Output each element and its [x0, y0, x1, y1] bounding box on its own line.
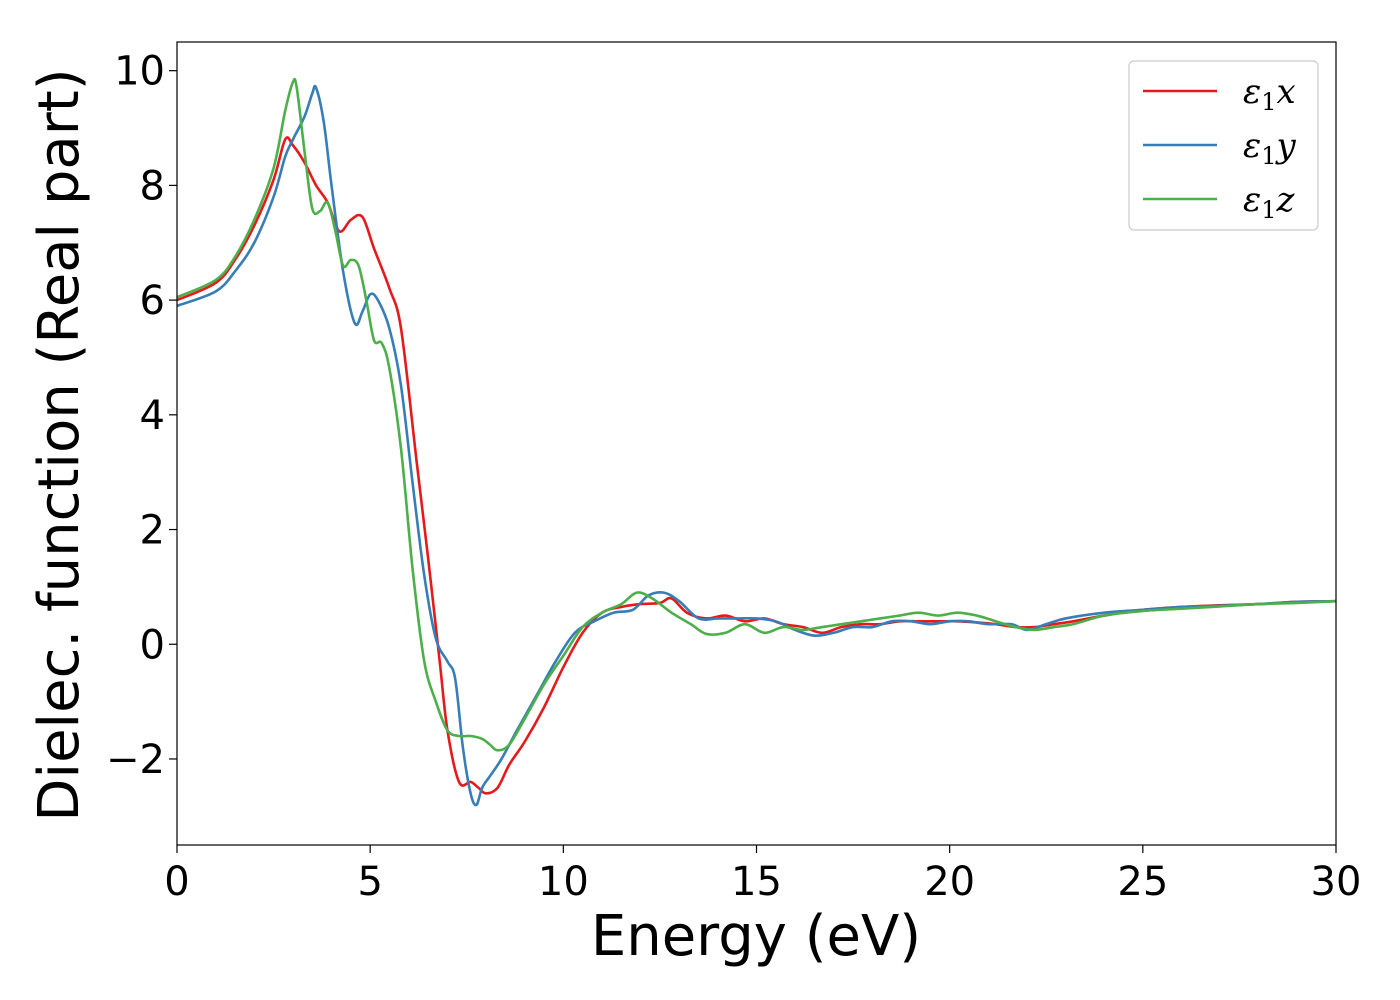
x-tick-label: 20 — [924, 859, 975, 905]
x-axis-label: Energy (eV) — [591, 904, 921, 969]
x-tick-label: 0 — [164, 859, 189, 905]
series-line-x — [177, 136, 1336, 795]
series-layer — [177, 77, 1336, 807]
x-tick-label: 5 — [357, 859, 382, 905]
y-axis-label: Dielec. function (Real part) — [27, 68, 92, 821]
y-tick-label: 2 — [140, 508, 165, 554]
legend-entry: ε1x — [1243, 72, 1296, 116]
y-axis-ticks: −2 0 2 4 6 8 10 — [106, 49, 177, 783]
series-line-z — [177, 77, 1336, 752]
x-tick-label: 10 — [538, 859, 589, 905]
y-tick-label: 6 — [140, 278, 165, 324]
y-tick-label: −2 — [106, 737, 165, 783]
x-tick-label: 30 — [1311, 859, 1362, 905]
legend-box — [1128, 60, 1319, 231]
x-tick-label: 15 — [731, 859, 782, 905]
series-line-y — [177, 84, 1336, 807]
x-axis-ticks: 0 5 10 15 20 25 30 — [164, 845, 1361, 905]
legend: ε1x ε1y ε1z — [1128, 60, 1319, 231]
y-tick-label: 8 — [140, 163, 165, 209]
x-tick-label: 25 — [1117, 859, 1168, 905]
y-tick-label: 10 — [114, 49, 165, 95]
legend-entry: ε1z — [1243, 180, 1296, 224]
y-tick-label: 0 — [140, 622, 165, 668]
y-tick-label: 4 — [140, 393, 165, 439]
legend-entry: ε1y — [1243, 126, 1297, 170]
